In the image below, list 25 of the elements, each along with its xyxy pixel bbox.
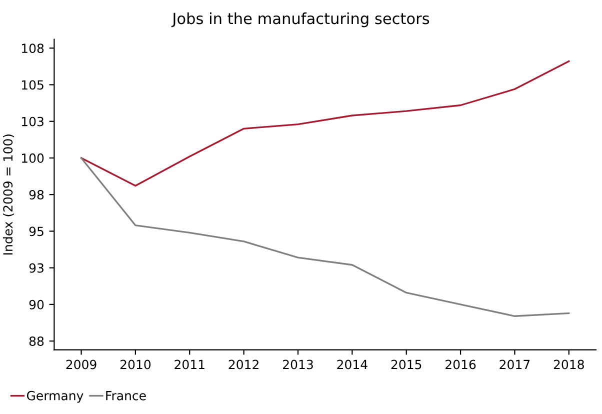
y-tick-label: 90 <box>29 300 44 310</box>
line-series <box>80 60 570 187</box>
y-tick-label: 95 <box>29 226 44 236</box>
y-axis-title: Index (2009 = 100) <box>2 134 14 254</box>
x-tick-label: 2015 <box>391 360 422 370</box>
x-tick-label: 2017 <box>500 360 530 370</box>
y-tick-label: 103 <box>22 116 44 126</box>
legend-label: France <box>106 391 146 400</box>
legend-label: Germany <box>26 390 84 403</box>
y-tick-label: 108 <box>22 44 44 54</box>
x-tick-label: 2018 <box>554 360 584 370</box>
line-series <box>80 157 570 317</box>
x-tick-label: 2013 <box>283 360 313 370</box>
x-tick-label: 2009 <box>66 360 96 370</box>
y-tick-label: 105 <box>22 80 44 90</box>
y-tick-label: 100 <box>22 153 44 163</box>
y-tick-label: 93 <box>29 263 44 273</box>
x-tick-label: 2014 <box>337 360 368 370</box>
chart-title: Jobs in the manufacturing sectors <box>171 12 430 28</box>
x-tick-label: 2011 <box>174 360 204 370</box>
x-tick-label: 2012 <box>228 360 258 370</box>
x-tick-label: 2010 <box>120 360 151 370</box>
y-tick-label: 88 <box>29 336 44 346</box>
x-tick-label: 2016 <box>446 360 476 370</box>
y-tick-label: 98 <box>29 190 44 200</box>
